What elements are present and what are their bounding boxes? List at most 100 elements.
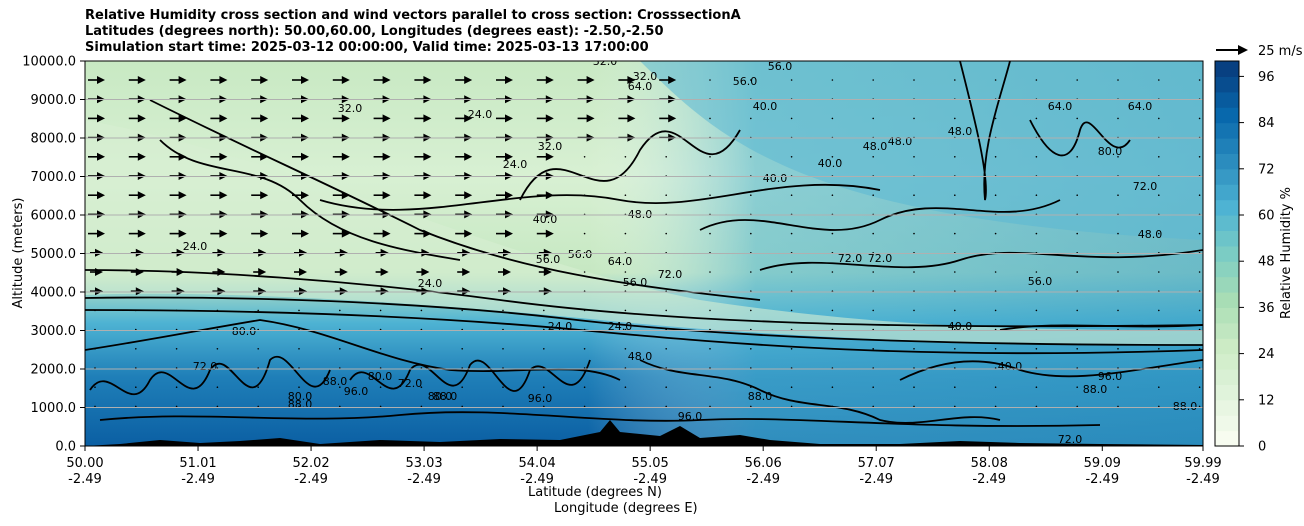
wind-vector-dot: [420, 386, 423, 389]
wind-vector-dot: [1198, 405, 1201, 408]
wind-vector-dot: [709, 79, 711, 81]
wind-vector-dot: [831, 386, 834, 389]
contour-line: [699, 199, 1061, 231]
wind-vector-dot: [543, 348, 545, 350]
colorbar-tick-label: 24: [1258, 347, 1275, 362]
wind-vector-dot: [831, 117, 834, 120]
x-tick-label-latitude: 58.08: [971, 456, 1008, 471]
contour-line: [85, 296, 1203, 346]
wind-vector-dot: [913, 386, 915, 389]
x-tick-label-longitude: -2.49: [181, 472, 215, 487]
colorbar-tick-label: 72: [1258, 162, 1275, 177]
wind-vector-dot: [94, 386, 96, 389]
wind-vector-head: [545, 76, 554, 84]
wind-vector-dot: [1158, 367, 1160, 369]
wind-vector-dot: [135, 348, 137, 350]
colorbar-swatch: [1215, 276, 1239, 293]
wind-vector-dot: [94, 348, 96, 350]
wind-vector-head: [382, 114, 391, 123]
wind-vector-dot: [665, 232, 667, 235]
colorbar-tick-label: 36: [1258, 301, 1275, 316]
contour-label: 32.0: [538, 140, 563, 153]
gridlines: [85, 99, 1203, 408]
wind-vector-dot: [1158, 386, 1160, 389]
wind-vector-dot: [709, 348, 711, 350]
contour-label: 56.0: [1028, 275, 1053, 288]
wind-vector-head: [464, 229, 473, 238]
wind-vector-dot: [1198, 194, 1201, 196]
colorbar-swatch: [1215, 307, 1239, 324]
wind-vector-dot: [583, 386, 586, 389]
wind-vector-head: [258, 268, 267, 276]
wind-vector-dot: [872, 386, 874, 389]
wind-vector-dot: [135, 309, 137, 312]
x-axis-label-latitude: Latitude (degrees N): [528, 485, 662, 500]
wind-vector-head: [545, 114, 554, 123]
wind-vector-dot: [216, 309, 219, 312]
contour-label: 88.0: [748, 390, 773, 403]
wind-vector-dot: [750, 386, 752, 389]
contour-label: 24.0: [418, 277, 443, 290]
wind-vector-dot: [831, 79, 834, 81]
wind-vector-dot: [298, 386, 300, 389]
wind-vector-dot: [750, 309, 752, 312]
wind-vector-head: [464, 152, 473, 161]
colorbar-swatch: [1215, 415, 1239, 432]
contour-label: 48.0: [888, 135, 913, 148]
wind-vector-dot: [298, 367, 300, 369]
colorbar-swatch: [1215, 399, 1239, 416]
wind-vector-head: [505, 76, 513, 84]
wind-vector-dot: [790, 271, 793, 273]
wind-vector-dot: [1035, 232, 1038, 235]
colorbar-swatch: [1215, 322, 1239, 339]
contour-label: 80.0: [428, 390, 453, 403]
wind-vector-head: [260, 210, 269, 219]
colorbar-swatch: [1215, 184, 1239, 201]
x-tick-label-latitude: 57.07: [858, 456, 895, 471]
wind-vector-dot: [339, 405, 341, 408]
wind-vector-dot: [1117, 405, 1119, 408]
wind-vector-dot: [624, 348, 627, 350]
contour-label: 56.0: [568, 248, 593, 261]
wind-vector-dot: [831, 348, 834, 350]
wind-vector-dot: [1035, 117, 1038, 120]
contour-label: 64.0: [608, 255, 633, 268]
wind-vector-dot: [461, 386, 464, 389]
contour-label: 64.0: [1048, 100, 1073, 113]
wind-vector-head: [219, 76, 228, 84]
wind-vector-dot: [583, 232, 586, 235]
contour-line: [89, 356, 331, 395]
wind-vector-dot: [1076, 194, 1078, 196]
wind-vector-dot: [583, 367, 586, 369]
wind-vector-head: [627, 76, 636, 84]
wind-vector-dot: [872, 309, 874, 312]
contour-line: [85, 269, 1203, 328]
colorbar-swatch: [1215, 338, 1239, 355]
wind-vector-dot: [583, 156, 586, 158]
wind-vector-dot: [1035, 405, 1038, 408]
wind-vector-dot: [420, 348, 423, 350]
wind-vector-head: [464, 210, 473, 219]
wind-vector-dot: [954, 405, 956, 408]
wind-vector-head: [503, 287, 511, 296]
wind-vector-dot: [216, 348, 219, 350]
wind-vector-dot: [872, 405, 874, 408]
wind-vector-dot: [994, 386, 997, 389]
wind-vector-dot: [790, 194, 793, 196]
contour-line: [159, 139, 461, 261]
wind-vector-head: [464, 76, 473, 84]
wind-vector-head: [339, 268, 348, 276]
wind-vector-dot: [831, 367, 834, 369]
colorbar-swatch: [1215, 215, 1239, 231]
wind-vector-dot: [1117, 367, 1119, 369]
wind-vector-head: [258, 248, 267, 257]
wind-vector-dot: [709, 309, 711, 312]
wind-vector-dot: [298, 309, 300, 312]
wind-vector-dot: [831, 194, 834, 196]
wind-vector-head: [217, 287, 226, 296]
wind-vector-head: [462, 287, 471, 296]
contour-label: 88.0: [323, 375, 348, 388]
x-tick-label-latitude: 59.09: [1084, 456, 1121, 471]
contour-line: [759, 249, 1203, 271]
wind-vector-dot: [954, 271, 956, 273]
